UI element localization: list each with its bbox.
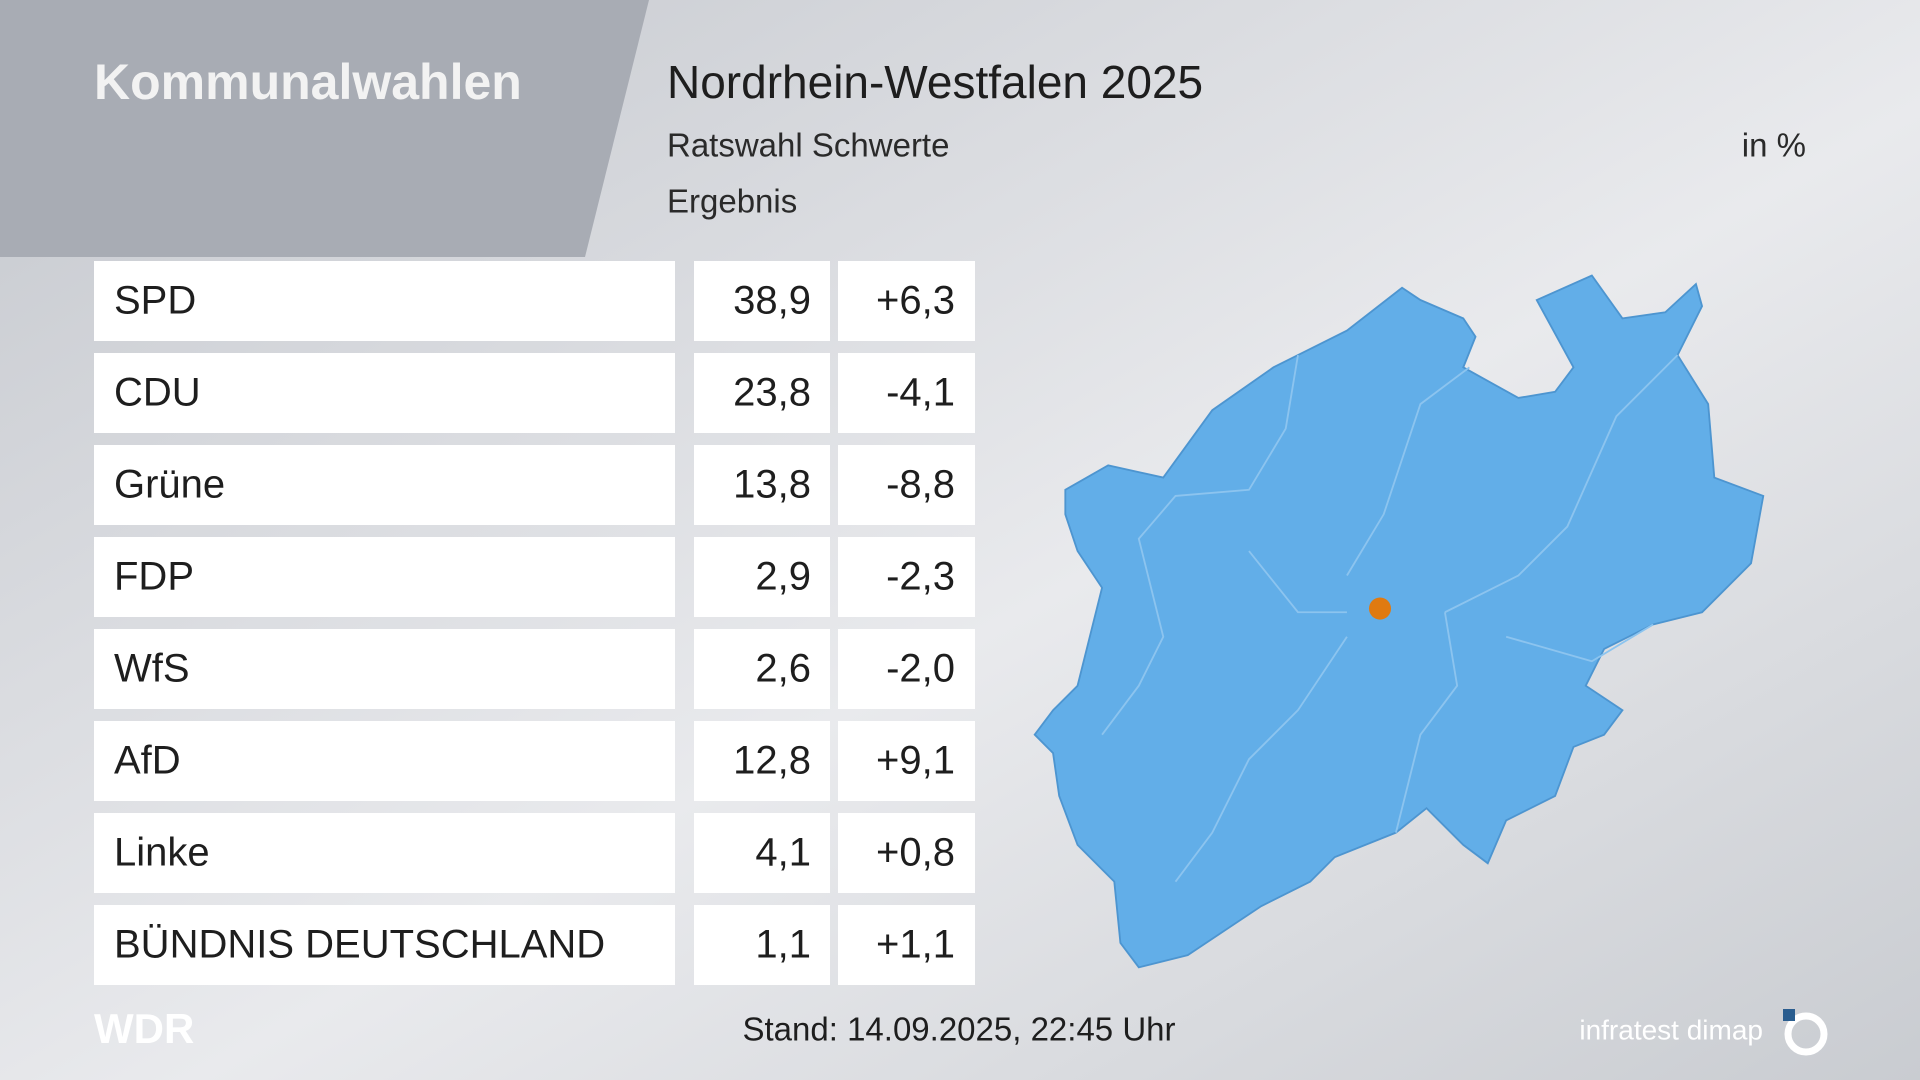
party-cell [94, 905, 675, 985]
map-borders [1101, 354, 1679, 883]
source-logo [1784, 1012, 1828, 1056]
map [1033, 274, 1765, 969]
value-cell [694, 261, 830, 341]
result-value: 2,9 [755, 555, 811, 599]
title: Nordrhein-Westfalen 2025 [667, 56, 1203, 108]
party-cell [94, 537, 675, 617]
change-value: -4,1 [886, 371, 955, 415]
subtitle: Ratswahl Schwerte [667, 127, 949, 164]
value-cell [694, 445, 830, 525]
change-cell [838, 905, 975, 985]
change-value: +1,1 [876, 923, 955, 967]
value-cell [694, 813, 830, 893]
value-cell [694, 721, 830, 801]
stand: Stand: 14.09.2025, 22:45 Uhr [743, 1011, 1176, 1048]
change-cell [838, 537, 975, 617]
source-logo-mark [1783, 1009, 1795, 1021]
header-panel [0, 0, 649, 257]
party-cell [94, 261, 675, 341]
value-cell [694, 353, 830, 433]
change-value: -8,8 [886, 463, 955, 507]
value-cell [694, 905, 830, 985]
change-value: +9,1 [876, 739, 955, 783]
result-value: 23,8 [733, 371, 811, 415]
party-cell [94, 445, 675, 525]
location-marker [1368, 597, 1392, 620]
source: infratest dimap [1579, 1014, 1763, 1045]
party-name: Linke [114, 831, 210, 875]
change-cell [838, 261, 975, 341]
party-cell [94, 629, 675, 709]
party-name: Grüne [114, 463, 225, 507]
party-name: SPD [114, 279, 196, 323]
unit: in % [1742, 127, 1806, 164]
party-name: AfD [114, 739, 181, 783]
logo: WDR [94, 1005, 194, 1052]
result-value: 38,9 [733, 279, 811, 323]
change-cell [838, 629, 975, 709]
party-name: WfS [114, 647, 190, 691]
result-value: 1,1 [755, 923, 811, 967]
result-value: 4,1 [755, 831, 811, 875]
map-region [1033, 274, 1765, 969]
change-value: -2,3 [886, 555, 955, 599]
party-cell [94, 353, 675, 433]
party-name: CDU [114, 371, 201, 415]
party-cell [94, 721, 675, 801]
section-title: Kommunalwahlen [94, 54, 522, 110]
label: Ergebnis [667, 183, 797, 220]
party-cell [94, 813, 675, 893]
value-cell [694, 537, 830, 617]
result-value: 2,6 [755, 647, 811, 691]
party-name: BÜNDNIS DEUTSCHLAND [114, 923, 605, 967]
result-value: 13,8 [733, 463, 811, 507]
change-value: +6,3 [876, 279, 955, 323]
change-cell [838, 445, 975, 525]
change-value: +0,8 [876, 831, 955, 875]
change-cell [838, 813, 975, 893]
value-cell [694, 629, 830, 709]
result-value: 12,8 [733, 739, 811, 783]
change-cell [838, 353, 975, 433]
change-value: -2,0 [886, 647, 955, 691]
party-name: FDP [114, 555, 194, 599]
change-cell [838, 721, 975, 801]
